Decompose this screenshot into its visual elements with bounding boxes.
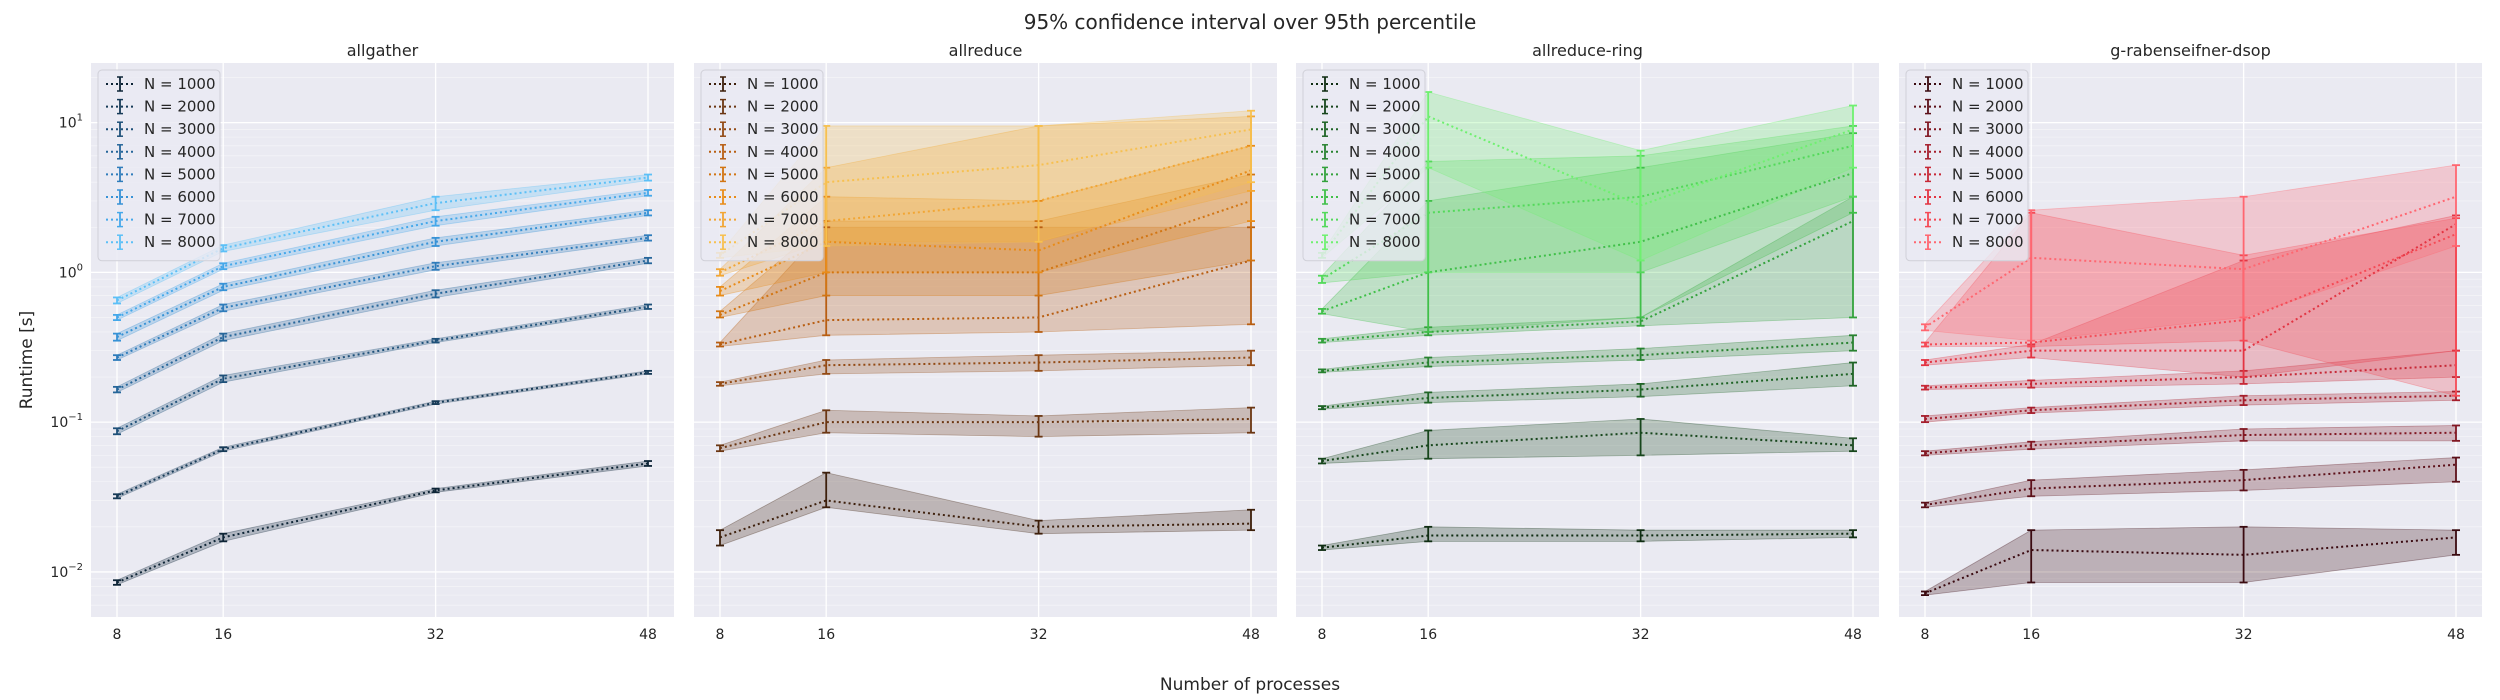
legend-entry: N = 3000 xyxy=(1952,120,2024,138)
series-line xyxy=(1321,431,1854,463)
series-line xyxy=(719,144,1252,274)
subplot-title: allreduce-ring xyxy=(1532,41,1643,60)
x-tick-label: 16 xyxy=(817,627,835,643)
series-line xyxy=(1321,220,1854,342)
subplot-1: 10−2 10−1 100 101 8 16 32 48 allgather N = 1000 N … xyxy=(50,41,674,643)
series-line xyxy=(116,236,649,359)
subplot-title: g-rabenseifner-dsop xyxy=(2110,41,2270,60)
legend-entry: N = 2000 xyxy=(144,98,216,116)
x-axis-label: Number of processes xyxy=(1160,675,1340,695)
series-line xyxy=(116,305,649,433)
legend-entry: N = 4000 xyxy=(1952,143,2024,161)
legend-entry: N = 8000 xyxy=(1349,233,1421,251)
legend-entry: N = 5000 xyxy=(144,165,216,183)
figure-title: 95% confidence interval over 95th percen… xyxy=(1024,10,1477,34)
x-tick-label: 16 xyxy=(1419,627,1437,643)
series-line xyxy=(1321,172,1854,313)
legend-entry: N = 4000 xyxy=(747,143,819,161)
x-tick-label: 16 xyxy=(214,627,232,643)
legend-entry: N = 3000 xyxy=(1349,120,1421,138)
legend-box xyxy=(1905,69,2029,262)
series-line xyxy=(1924,463,2457,506)
x-tick-label: 16 xyxy=(2022,627,2040,643)
legend-entry: N = 3000 xyxy=(747,120,819,138)
subplot-title: allreduce xyxy=(949,41,1023,60)
subplot-3: 8 16 32 48 allreduce-ring N = 1000 N = 2000 N =… xyxy=(1296,41,1879,643)
legend-entry: N = 7000 xyxy=(1349,211,1421,229)
series-line xyxy=(1321,341,1854,372)
series-line xyxy=(116,371,649,498)
legend-entry: N = 7000 xyxy=(747,211,819,229)
series-line xyxy=(116,191,649,319)
legend-entry: N = 6000 xyxy=(144,188,216,206)
series-line xyxy=(116,211,649,338)
x-tick-label: 8 xyxy=(113,627,122,643)
x-tick-label: 32 xyxy=(1030,627,1048,643)
subplot-2: 8 16 32 48 allreduce N = 1000 N = 2000 N = 3000… xyxy=(694,41,1277,643)
y-axis-label: Runtime [s] xyxy=(17,311,37,410)
legend-entry: N = 6000 xyxy=(747,188,819,206)
legend-entry: N = 3000 xyxy=(144,120,216,138)
series-line xyxy=(719,417,1252,450)
y-tick-label: 10−2 xyxy=(50,562,83,581)
series-line xyxy=(1924,536,2457,595)
series-line xyxy=(719,199,1252,316)
legend-entry: N = 4000 xyxy=(144,143,216,161)
legend-entry: N = 6000 xyxy=(1349,188,1421,206)
legend-entry: N = 8000 xyxy=(1952,233,2024,251)
series-line xyxy=(719,128,1252,257)
legend-entry: N = 7000 xyxy=(144,211,216,229)
series-line xyxy=(1924,431,2457,455)
subplots: 10−2 10−1 100 101 8 16 32 48 allgather N = 1000 N … xyxy=(50,41,2482,643)
x-tick-label: 48 xyxy=(1844,627,1862,643)
legend-entry: N = 1000 xyxy=(144,75,216,93)
series-line xyxy=(1321,532,1854,549)
x-tick-label: 48 xyxy=(2447,627,2465,643)
x-tick-label: 32 xyxy=(1632,627,1650,643)
series-line xyxy=(1924,195,2457,329)
x-tick-label: 8 xyxy=(1318,627,1327,643)
legend-entry: N = 1000 xyxy=(1349,75,1421,93)
x-tick-label: 8 xyxy=(1921,627,1930,643)
legend-entry: N = 1000 xyxy=(1952,75,2024,93)
x-tick-label: 48 xyxy=(1242,627,1260,643)
series-line xyxy=(116,259,649,391)
legend-entry: N = 2000 xyxy=(747,98,819,116)
subplot-4: 8 16 32 48 g-rabenseifner-dsop N = 1000 N = 20… xyxy=(1899,41,2482,643)
legend-box xyxy=(1302,69,1426,262)
x-tick-label: 32 xyxy=(427,627,445,643)
legend-entry: N = 2000 xyxy=(1349,98,1421,116)
legend-entry: N = 5000 xyxy=(747,165,819,183)
y-tick-label: 101 xyxy=(59,113,83,132)
series-line xyxy=(1321,144,1854,281)
x-tick-label: 8 xyxy=(716,627,725,643)
series-line xyxy=(719,356,1252,385)
y-tick-label: 10−1 xyxy=(50,412,83,431)
x-tick-label: 32 xyxy=(2235,627,2253,643)
series-line xyxy=(116,176,649,302)
legend-entry: N = 8000 xyxy=(747,233,819,251)
series-line xyxy=(1321,372,1854,409)
legend-box xyxy=(700,69,824,262)
legend-box xyxy=(97,69,221,262)
x-tick-label: 48 xyxy=(639,627,657,643)
series-line xyxy=(1924,364,2457,389)
y-tick-label: 100 xyxy=(59,262,83,281)
subplot-title: allgather xyxy=(347,41,419,60)
legend-entry: N = 2000 xyxy=(1952,98,2024,116)
legend-entry: N = 4000 xyxy=(1349,143,1421,161)
legend-entry: N = 8000 xyxy=(144,233,216,251)
legend-entry: N = 5000 xyxy=(1349,165,1421,183)
legend-entry: N = 5000 xyxy=(1952,165,2024,183)
series-line xyxy=(719,259,1252,346)
legend-entry: N = 6000 xyxy=(1952,188,2024,206)
series-line xyxy=(1924,394,2457,420)
series-line xyxy=(719,499,1252,539)
legend-entry: N = 7000 xyxy=(1952,211,2024,229)
legend-entry: N = 1000 xyxy=(747,75,819,93)
